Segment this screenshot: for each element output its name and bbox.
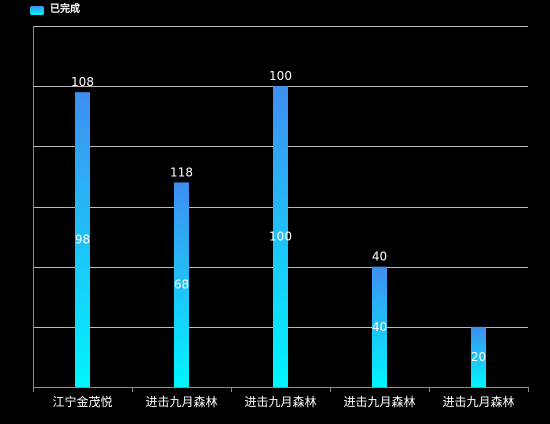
bar-value-label: 40 [372, 320, 387, 334]
legend-label[interactable]: 已完成 [50, 4, 80, 15]
bar-top-label: 118 [170, 165, 193, 179]
x-axis: 江宁金茂悦 进击九月森林 进击九月森林 进击九月森林 进击九月森林 [33, 26, 529, 409]
bar-value-label: 100 [269, 230, 292, 244]
x-tick-label: 进击九月森林 [145, 394, 217, 409]
bars [75, 86, 486, 388]
bar[interactable] [273, 86, 288, 388]
x-tick-label: 进击九月森林 [244, 394, 316, 409]
data-labels: 108 98 118 68 100 100 40 40 20 [71, 69, 486, 364]
bar[interactable] [372, 266, 387, 387]
x-tick-label: 进击九月森林 [343, 394, 415, 409]
bar[interactable] [471, 326, 486, 387]
bar-top-label: 108 [71, 75, 94, 89]
legend-swatch[interactable] [30, 6, 44, 15]
x-tick-label: 进击九月森林 [442, 394, 514, 409]
bar[interactable] [75, 92, 90, 387]
bar-value-label: 68 [174, 278, 189, 292]
bar[interactable] [174, 182, 189, 387]
bar-top-label: 100 [269, 69, 292, 83]
bar-value-label: 20 [471, 350, 486, 364]
x-tick-label: 江宁金茂悦 [52, 394, 112, 409]
bar-top-label: 40 [372, 250, 387, 264]
bar-value-label: 98 [75, 233, 90, 247]
